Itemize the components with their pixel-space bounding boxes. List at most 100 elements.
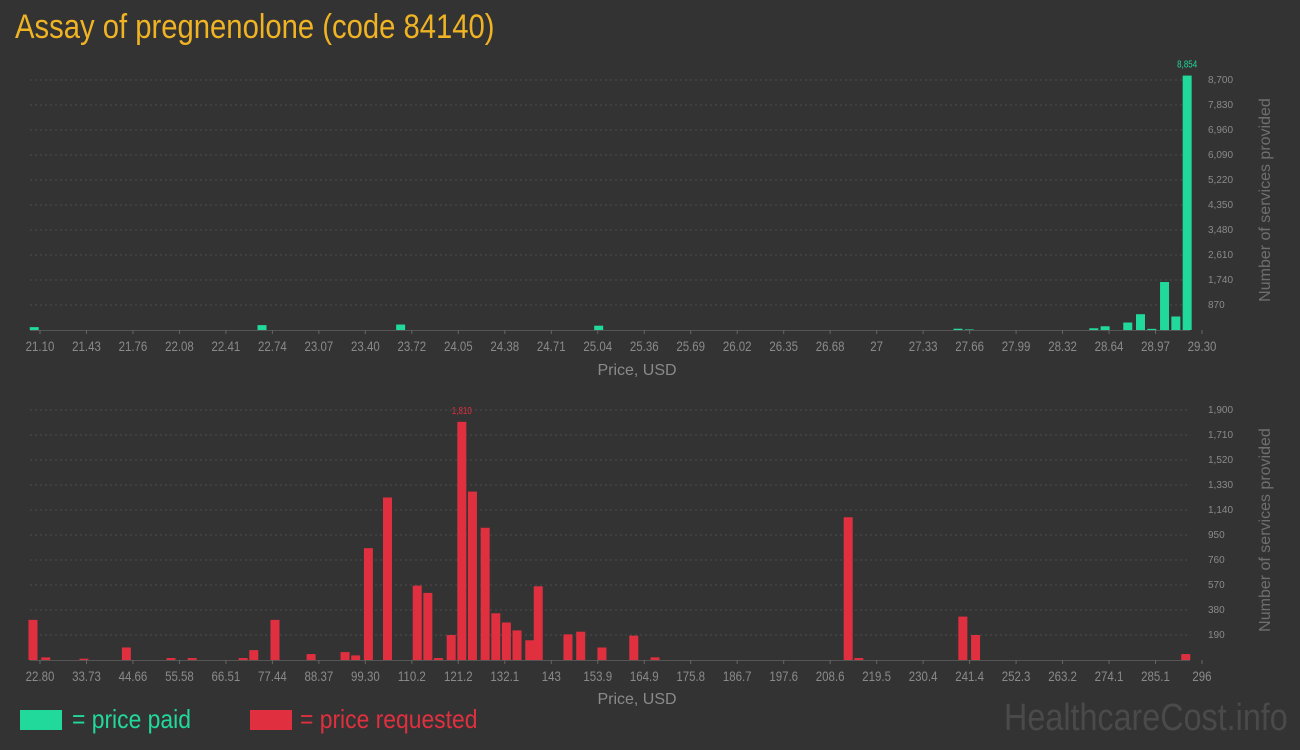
requested-x-tick-label: 197.6	[769, 668, 798, 684]
requested-x-tick-label: 77.44	[258, 668, 287, 684]
requested-x-tick-label: 153.9	[583, 668, 612, 684]
requested-y-tick-label: 1,140	[1208, 505, 1233, 516]
requested-y-tick-label: 1,900	[1208, 405, 1233, 416]
requested-bar	[525, 640, 535, 660]
requested-bar	[238, 658, 248, 660]
requested-x-tick-label: 66.51	[212, 668, 241, 684]
requested-bar	[249, 650, 259, 660]
requested-y-tick-label: 380	[1208, 605, 1225, 616]
requested-x-tick-label: 230.4	[909, 668, 938, 684]
paid-x-tick-label: 25.69	[676, 338, 705, 354]
paid-bar	[953, 328, 963, 330]
paid-y-tick-label: 7,830	[1208, 100, 1233, 111]
paid-x-tick-label: 24.38	[490, 338, 519, 354]
requested-x-tick-label: 33.73	[72, 668, 101, 684]
requested-bar	[363, 548, 373, 660]
paid-y-tick-label: 8,700	[1208, 75, 1233, 86]
requested-max-data-label: 1,810	[452, 405, 472, 416]
paid-y-axis-label: Number of services provided	[1257, 98, 1274, 302]
requested-bar	[166, 658, 176, 660]
requested-bar	[501, 622, 511, 660]
requested-bar	[971, 635, 981, 660]
legend-label-paid: = price paid	[72, 704, 191, 734]
paid-bar	[1147, 328, 1157, 330]
paid-x-tick-label: 26.02	[723, 338, 752, 354]
requested-y-tick-label: 1,330	[1208, 480, 1233, 491]
requested-bar	[41, 657, 51, 660]
requested-x-tick-label: 132.1	[490, 668, 519, 684]
chart-title: Assay of pregnenolone (code 84140)	[15, 8, 495, 46]
requested-x-tick-label: 175.8	[676, 668, 705, 684]
requested-x-tick-label: 110.2	[398, 668, 426, 684]
requested-bar	[576, 631, 586, 660]
paid-bar	[964, 329, 974, 330]
paid-bar	[1135, 314, 1145, 330]
requested-y-tick-label: 950	[1208, 530, 1225, 541]
paid-y-tick-label: 870	[1208, 300, 1225, 311]
requested-bar	[306, 654, 316, 660]
paid-bar	[396, 324, 406, 330]
paid-x-tick-label: 23.72	[397, 338, 426, 354]
requested-bar	[423, 592, 433, 660]
paid-x-tick-label: 24.71	[537, 338, 566, 354]
requested-y-axis-label: Number of services provided	[1257, 428, 1274, 632]
paid-y-tick-label: 1,740	[1208, 275, 1233, 286]
paid-bar	[1089, 328, 1099, 330]
paid-x-tick-label: 29.30	[1188, 338, 1217, 354]
requested-y-tick-label: 1,520	[1208, 455, 1233, 466]
requested-bar	[457, 421, 467, 660]
requested-x-tick-label: 263.2	[1048, 668, 1077, 684]
requested-bar	[1181, 654, 1191, 660]
paid-bar	[1100, 326, 1110, 330]
requested-x-tick-label: 44.66	[119, 668, 148, 684]
requested-x-tick-label: 99.30	[351, 668, 380, 684]
paid-max-data-label: 8,854	[1177, 59, 1197, 70]
requested-bar	[512, 630, 522, 660]
paid-y-tick-label: 4,350	[1208, 200, 1233, 211]
requested-y-tick-label: 570	[1208, 580, 1225, 591]
paid-x-tick-label: 22.74	[258, 338, 287, 354]
paid-y-tick-label: 3,480	[1208, 225, 1233, 236]
requested-x-tick-label: 285.1	[1141, 668, 1170, 684]
requested-x-tick-label: 186.7	[723, 668, 752, 684]
requested-bar	[480, 527, 490, 660]
paid-x-tick-label: 21.76	[119, 338, 148, 354]
paid-y-tick-label: 6,090	[1208, 150, 1233, 161]
paid-x-tick-label: 28.97	[1141, 338, 1170, 354]
paid-x-tick-label: 22.08	[165, 338, 194, 354]
requested-bar	[79, 658, 89, 660]
paid-y-tick-label: 2,610	[1208, 250, 1233, 261]
paid-x-tick-label: 26.68	[816, 338, 845, 354]
paid-x-tick-label: 26.35	[769, 338, 798, 354]
legend-swatch-requested	[250, 710, 292, 730]
requested-bar	[383, 497, 393, 660]
requested-x-tick-label: 274.1	[1095, 668, 1124, 684]
requested-y-tick-label: 1,710	[1208, 430, 1233, 441]
paid-x-tick-label: 22.41	[212, 338, 241, 354]
requested-x-tick-label: 219.5	[862, 668, 891, 684]
paid-bar	[257, 325, 267, 330]
paid-y-tick-label: 5,220	[1208, 175, 1233, 186]
requested-bar	[270, 619, 280, 660]
requested-x-tick-label: 55.58	[165, 668, 194, 684]
requested-bar	[843, 517, 853, 660]
paid-x-tick-label: 27.99	[1002, 338, 1031, 354]
paid-x-tick-label: 23.07	[305, 338, 334, 354]
paid-x-tick-label: 25.36	[630, 338, 659, 354]
requested-y-tick-label: 760	[1208, 555, 1225, 566]
paid-bar	[594, 325, 604, 330]
requested-x-tick-label: 164.9	[630, 668, 659, 684]
requested-bar	[563, 634, 573, 660]
paid-bar	[29, 327, 39, 330]
paid-bar	[1182, 75, 1192, 331]
paid-x-axis-label: Price, USD	[597, 362, 676, 379]
requested-bar	[854, 658, 864, 660]
requested-x-tick-label: 88.37	[305, 668, 334, 684]
paid-x-tick-label: 28.32	[1048, 338, 1077, 354]
requested-bar	[491, 613, 501, 660]
requested-bar	[28, 619, 38, 660]
requested-y-tick-label: 190	[1208, 630, 1225, 641]
requested-bar	[650, 657, 660, 660]
requested-bar	[958, 616, 968, 660]
